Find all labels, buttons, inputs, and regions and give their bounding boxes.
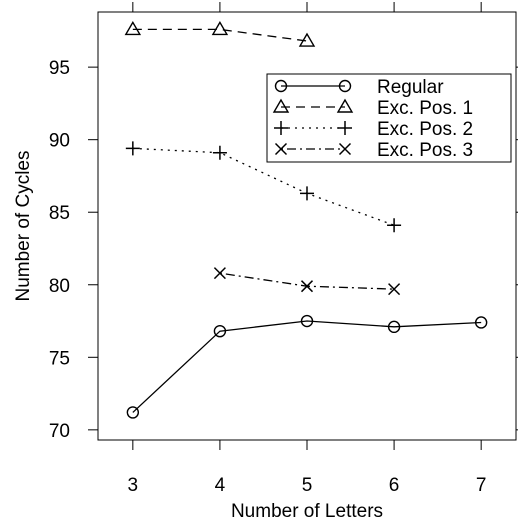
legend-label: Regular [377,77,444,98]
y-tick-label: 80 [49,276,70,297]
series-line [132,28,308,42]
legend-entry: Exc. Pos. 2 [274,119,473,140]
x-axis-label: Number of Letters [231,501,383,522]
x-tick-label: 3 [128,475,139,496]
x-tick-label: 7 [476,475,487,496]
legend-marker [338,142,352,156]
legend-entry: Regular [274,77,444,98]
data-point [211,21,229,36]
data-point [298,32,316,47]
x-tick-label: 5 [302,475,313,496]
data-point [388,283,401,296]
data-point [213,267,226,280]
data-point [387,218,402,233]
data-point [126,406,140,419]
legend-label: Exc. Pos. 1 [377,98,473,119]
data-point [300,314,314,328]
series-line [132,320,482,413]
data-point [300,280,314,293]
series-1 [126,314,488,419]
data-point [474,316,488,329]
x-tick-label: 4 [215,475,226,496]
legend-entry: Exc. Pos. 3 [274,140,473,161]
tick-labels: 3 4 5 6 7 70 75 80 85 90 95 [49,58,487,496]
series-layer [124,21,488,419]
legend-box [266,73,512,163]
legend-label: Exc. Pos. 3 [377,140,473,161]
y-tick-label: 95 [49,58,70,79]
legend-entry: Exc. Pos. 1 [272,98,473,119]
y-tick-label: 75 [49,348,70,369]
series-line [132,147,395,226]
legend-marker [336,98,354,113]
legend-label: Exc. Pos. 2 [377,119,473,140]
legend-marker [338,121,352,135]
legend-marker [274,142,288,156]
y-tick-label: 85 [49,203,70,224]
y-tick-label: 90 [49,131,70,152]
legend-marker [338,79,352,93]
data-point [387,320,401,334]
data-point [212,145,227,160]
axis-ticks [88,2,518,450]
y-tick-label: 70 [49,421,70,442]
legend-marker [274,121,288,135]
legend-marker [274,79,288,93]
series-4 [213,267,401,296]
data-point [124,21,142,36]
data-point [213,324,227,338]
data-point [125,141,140,156]
data-point [300,186,314,201]
y-axis-label: Number of Cycles [13,151,34,302]
x-tick-label: 6 [389,475,400,496]
series-3 [125,141,402,233]
legend-marker [272,98,290,113]
series-2 [124,21,316,47]
